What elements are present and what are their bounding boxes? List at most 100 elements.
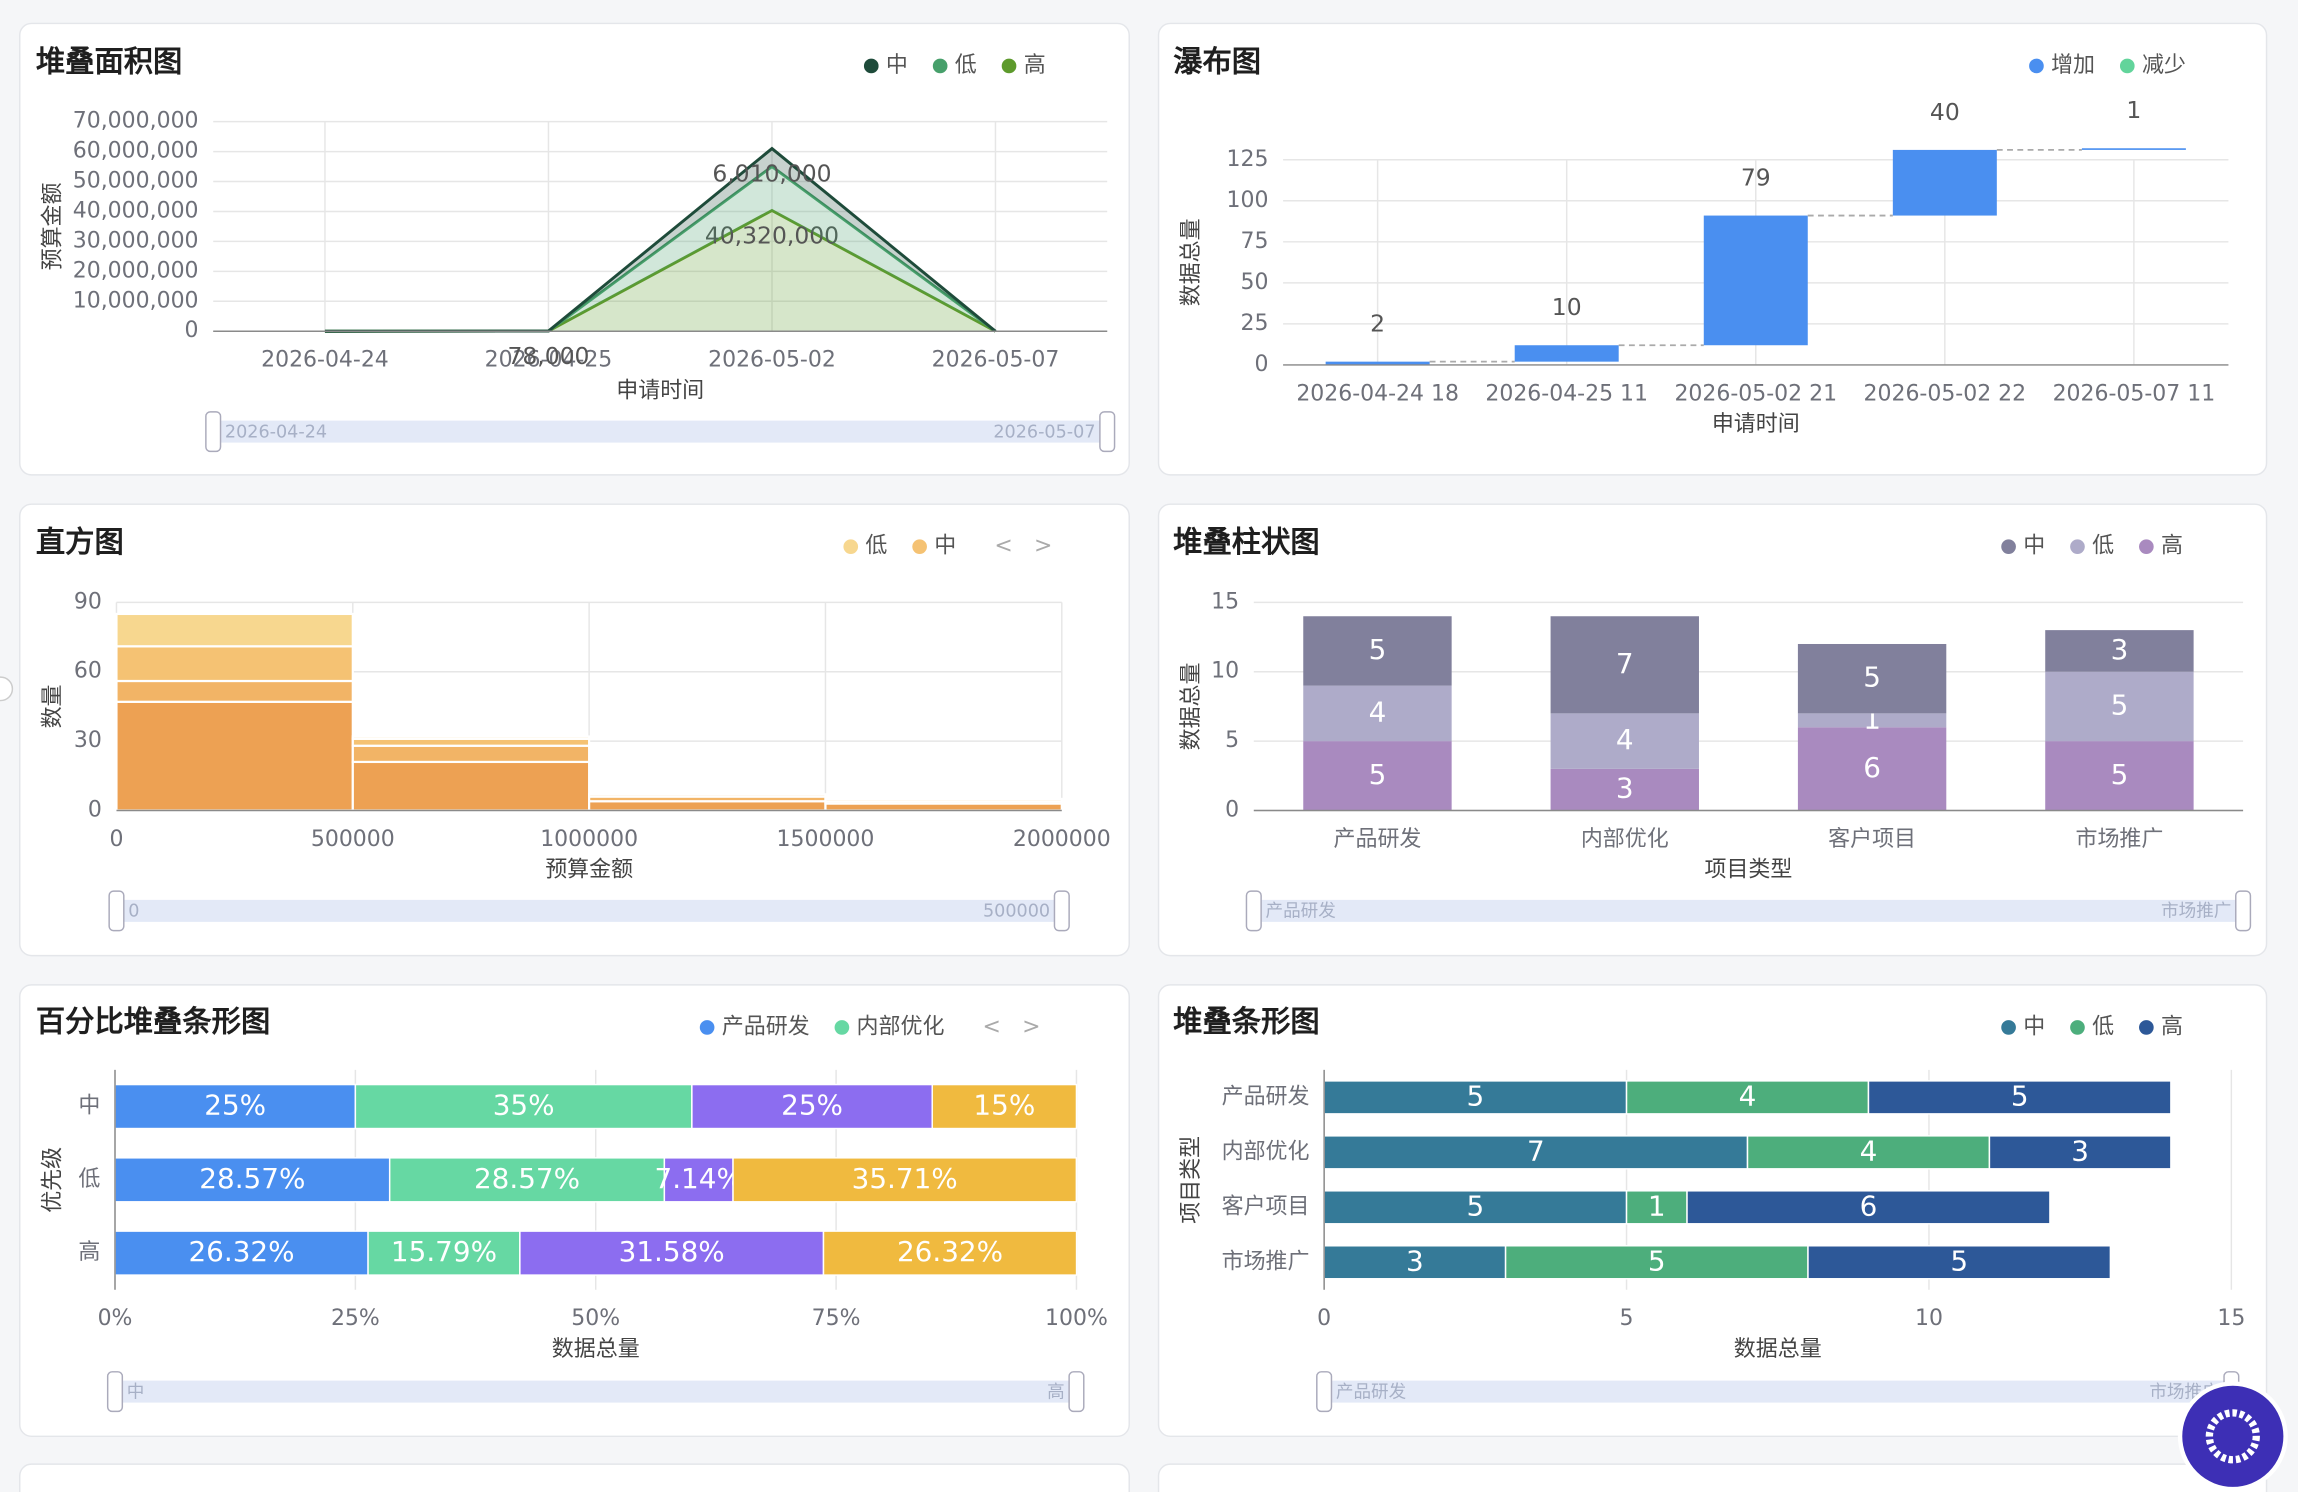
x-axis-label: 申请时间 [616, 378, 704, 403]
zoom-handle[interactable] [1245, 890, 1262, 932]
x-tick-label: 2000000 [1013, 827, 1111, 852]
y-axis-label: 预算金额 [40, 182, 65, 270]
data-label: 6,010,000 [712, 159, 831, 187]
zoom-start-label: 0 [128, 902, 139, 922]
y-tick-label: 0 [1254, 352, 1268, 377]
data-label: 25% [781, 1089, 843, 1122]
side-toggle[interactable] [0, 676, 14, 702]
charts: 中低高申请时间预算金额010,000,00020,000,00030,000,0… [40, 53, 2252, 1413]
legend-pager[interactable]: > [1034, 534, 1052, 559]
zoom-handle[interactable] [108, 890, 125, 932]
bar-segment [354, 1083, 693, 1130]
y-tick-label: 0 [185, 318, 199, 343]
zoom-end-label: 2026-05-07 [993, 422, 1095, 442]
x-tick-label: 500000 [311, 827, 395, 852]
bar [1514, 345, 1619, 362]
zoom-handle[interactable] [1068, 1371, 1085, 1413]
zoom-track [213, 420, 1108, 443]
bar [1325, 361, 1430, 365]
data-label: 4 [1739, 1079, 1757, 1112]
x-tick-label: 2026-04-24 18 [1296, 381, 1459, 406]
data-label: 4 [1860, 1134, 1878, 1167]
histogram-bar [115, 679, 354, 703]
assistant-circle[interactable] [2177, 1381, 2288, 1492]
data-label: 6 [1860, 1189, 1878, 1222]
data-label: 26.32% [188, 1235, 294, 1268]
data-label: 3 [1616, 772, 1634, 805]
zoom-track [1324, 1380, 2232, 1403]
zoom-handle[interactable] [1316, 1371, 1333, 1413]
legend-marker [843, 539, 859, 555]
legend-marker [932, 58, 948, 74]
zoom-handle[interactable] [2235, 890, 2252, 932]
histogram-bar [351, 760, 591, 812]
legend-label: 中 [2023, 534, 2045, 559]
legend-label: 高 [2161, 534, 2183, 559]
bar-segment [732, 1157, 1078, 1203]
legend-pager[interactable]: < [983, 1014, 1001, 1039]
y-tick-label: 30 [74, 728, 102, 753]
y-axis-label: 数据总量 [1179, 218, 1204, 306]
legend-marker [2139, 1020, 2154, 1035]
bar [2081, 148, 2186, 150]
x-tick-label: 50% [571, 1306, 620, 1331]
y-tick-label: 产品研发 [1222, 1084, 1310, 1109]
legend-label: 低 [2092, 1014, 2114, 1039]
bar-segment [1504, 1245, 1809, 1280]
data-label: 28.57% [474, 1162, 580, 1195]
histogram-bar [351, 735, 591, 740]
data-label: 28.57% [199, 1162, 305, 1195]
legend-marker [912, 539, 927, 555]
data-label: 5 [2111, 758, 2129, 791]
data-label: 15.79% [391, 1235, 497, 1268]
legend-pager[interactable]: < [994, 534, 1012, 559]
x-tick-label: 25% [331, 1306, 380, 1331]
data-label: 5 [1369, 633, 1387, 666]
y-tick-label: 60,000,000 [73, 139, 199, 164]
y-tick-label: 30,000,000 [73, 228, 199, 253]
y-tick-label: 100 [1227, 188, 1269, 213]
data-label: 3 [2071, 1134, 2089, 1167]
bar-segment [2045, 671, 2194, 742]
zoom-handle[interactable] [106, 1371, 124, 1413]
legend-label: 高 [1024, 53, 1046, 78]
card [19, 984, 1130, 1438]
legend-label: 低 [955, 53, 977, 78]
assistant-button[interactable] [2177, 1381, 2288, 1492]
legend-label: 中 [934, 534, 956, 559]
legend-label: 内部优化 [857, 1014, 945, 1039]
data-label: 5 [2011, 1079, 2029, 1112]
assistant-icon [2205, 1409, 2260, 1464]
zoom-handle[interactable] [1053, 890, 1070, 932]
data-label: 5 [1950, 1244, 1968, 1277]
x-tick-label: 1500000 [777, 827, 875, 852]
chart-title: 百分比堆叠条形图 [36, 1005, 270, 1039]
data-label: 25% [204, 1089, 266, 1122]
zoom-handle[interactable] [205, 411, 222, 453]
bar-segment [1323, 1080, 1628, 1115]
chart-title: 堆叠柱状图 [1173, 525, 1319, 559]
data-label: 40 [1930, 98, 1960, 126]
bar-segment [2045, 741, 2194, 811]
data-label: 2 [1370, 310, 1385, 338]
zoom-handle[interactable] [1099, 411, 1116, 453]
legend-pager[interactable]: > [1022, 1014, 1040, 1039]
y-tick-label: 90 [74, 589, 102, 614]
bar-segment [822, 1230, 1078, 1276]
zoom-end-label: 市场推广 [2161, 902, 2231, 922]
bar-segment [388, 1157, 666, 1203]
data-label: 4 [1616, 723, 1634, 756]
bar-segment [114, 1230, 369, 1276]
x-axis-label: 数据总量 [552, 1337, 640, 1362]
legend-label: 高 [2161, 1014, 2183, 1039]
chart-title: 堆叠条形图 [1173, 1005, 1319, 1039]
x-tick-label: 2026-04-25 11 [1485, 381, 1648, 406]
x-tick-label: 2026-04-24 [261, 348, 389, 373]
legend-marker [699, 1020, 715, 1035]
y-tick-label: 5 [1225, 728, 1239, 753]
bar-segment [1797, 727, 1947, 811]
data-label: 3 [2111, 633, 2129, 666]
data-label: 40,320,000 [705, 221, 839, 249]
chart-title: 瀑布图 [1173, 45, 1261, 79]
